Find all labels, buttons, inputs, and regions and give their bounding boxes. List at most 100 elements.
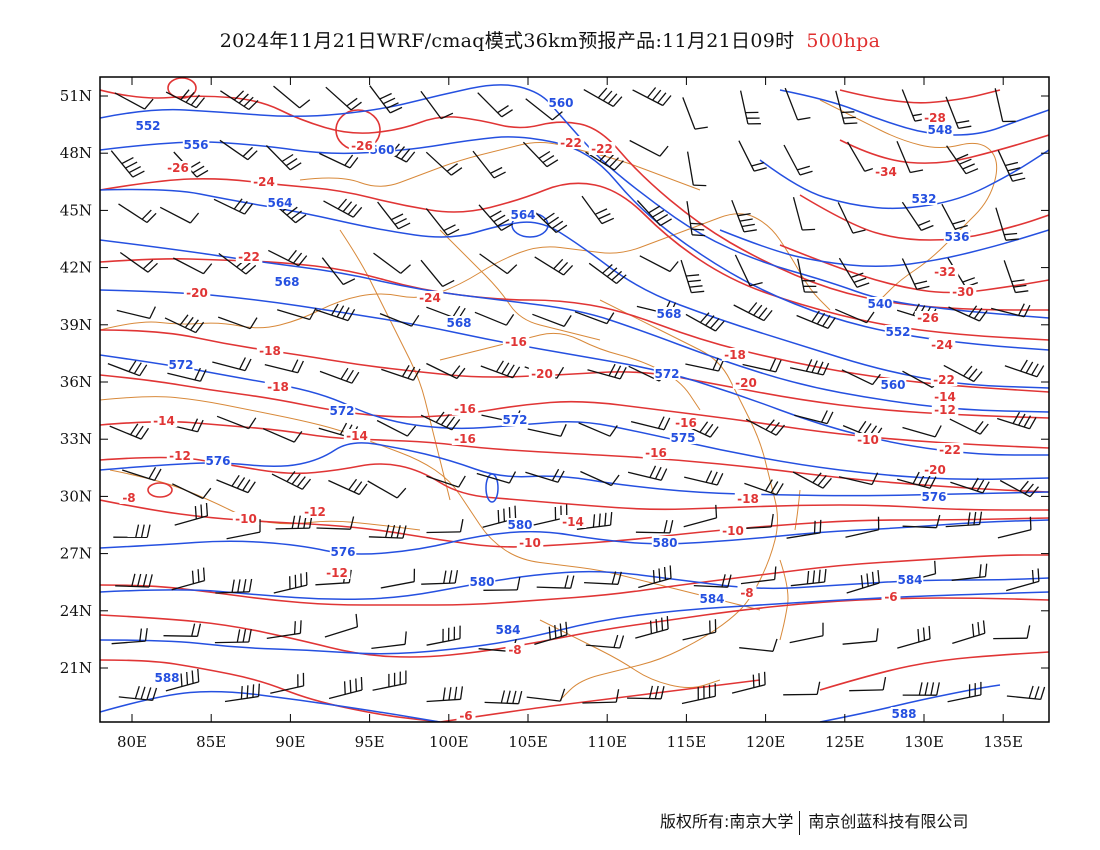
- temperature-contour-label-bg: [559, 515, 587, 528]
- lat-label: 48N: [60, 144, 92, 162]
- temperature-contour-label-bg: [721, 348, 749, 361]
- temperature-contour-label-bg: [854, 433, 882, 446]
- temperature-contour-label-bg: [301, 505, 329, 518]
- wind-barb: [376, 419, 417, 437]
- wind-barb: [262, 428, 303, 443]
- lat-label: 33N: [60, 430, 92, 448]
- height-contour-label: 575: [670, 431, 695, 445]
- wind-barb: [216, 415, 257, 430]
- wind-barb: [943, 364, 983, 383]
- wind-barb: [474, 311, 515, 326]
- wind-barb: [949, 418, 989, 435]
- wind-barb: [273, 572, 308, 594]
- temperature-contour-label-bg: [235, 250, 263, 263]
- height-contour-label: 588: [891, 707, 916, 721]
- height-contour-line: [779, 89, 1049, 136]
- wind-barb: [995, 207, 1019, 241]
- temperature-contour-label: -12: [326, 566, 348, 580]
- wind-barb: [212, 357, 252, 372]
- wind-barb: [684, 470, 724, 486]
- wind-barb: [163, 623, 202, 637]
- wind-barb: [587, 363, 627, 380]
- temperature-contour-label: -20: [186, 286, 208, 300]
- wind-barb: [325, 86, 362, 111]
- temperature-contour-label: -18: [737, 492, 759, 506]
- wind-barb: [742, 358, 782, 373]
- wind-barb: [426, 686, 464, 703]
- wind-barb: [902, 682, 940, 696]
- wind-barb: [946, 145, 979, 175]
- wind-barb: [683, 504, 718, 528]
- temperature-contour-label: -22: [933, 373, 955, 387]
- wind-barb: [835, 308, 875, 324]
- lon-label: 80E: [117, 733, 147, 751]
- height-contour-line: [100, 591, 1049, 655]
- border-line: [100, 396, 761, 611]
- wind-barb: [215, 578, 253, 594]
- height-contour-label: 580: [652, 536, 677, 550]
- wind-barb: [639, 255, 679, 273]
- wind-barb: [116, 306, 156, 320]
- wind-barb: [113, 524, 151, 538]
- border-line: [299, 142, 701, 191]
- wind-barb: [838, 257, 870, 288]
- temperature-contour-label: -16: [454, 432, 476, 446]
- wind-barb: [991, 303, 1031, 318]
- wind-barb: [574, 311, 615, 325]
- height-contour-label: 580: [507, 518, 532, 532]
- wind-barb: [532, 313, 572, 328]
- temperature-contour-label: -22: [591, 142, 613, 156]
- title-text: 2024年11月21日WRF/cmaq模式36km预报产品:11月21日09时: [219, 30, 795, 52]
- wind-barb: [580, 470, 620, 487]
- height-contour-label: 584: [495, 623, 520, 637]
- temperature-contour-label: -14: [562, 515, 584, 529]
- temperature-contour-label-bg: [516, 536, 544, 549]
- wind-barb: [368, 524, 407, 539]
- height-contour-label-bg: [698, 592, 726, 605]
- temperature-contour-label: -20: [531, 367, 553, 381]
- wind-barb: [315, 303, 356, 322]
- wind-barb: [682, 97, 708, 130]
- height-contour-line: [100, 136, 1049, 351]
- wind-barb: [426, 518, 464, 534]
- temperature-contour-label: -20: [735, 376, 757, 390]
- wind-barb: [426, 362, 466, 380]
- wind-barb: [947, 681, 982, 703]
- wind-barb: [217, 316, 258, 330]
- height-contour-label: 568: [274, 275, 299, 289]
- wind-barb: [635, 616, 669, 639]
- wind-barb: [165, 668, 200, 692]
- height-contour-label-bg: [153, 671, 181, 684]
- temperature-contour-label-bg: [931, 265, 959, 278]
- wind-barb: [426, 625, 461, 646]
- wind-barb: [789, 359, 830, 376]
- temperature-contour-label: -8: [508, 643, 521, 657]
- wind-barb: [420, 411, 461, 431]
- temperature-contour-label-bg: [502, 335, 530, 348]
- height-contour-label-bg: [506, 518, 534, 531]
- height-contour-label: 564: [267, 196, 292, 210]
- temperature-contour-label-bg: [931, 403, 959, 416]
- wind-barb: [224, 683, 260, 703]
- temperature-contour-line: [779, 244, 1049, 294]
- temperature-contour-label-bg: [642, 446, 670, 459]
- wind-barb: [531, 208, 568, 234]
- lon-label: 125E: [825, 733, 865, 751]
- wind-barb: [324, 613, 359, 638]
- footer-separator: [799, 810, 801, 835]
- temperature-contour-line: [839, 134, 1049, 164]
- wind-barb: [999, 479, 1039, 498]
- wind-barb: [421, 570, 459, 585]
- pressure-level: 500hpa: [806, 30, 881, 52]
- wind-barb: [525, 468, 565, 483]
- height-contour-label: 552: [885, 325, 910, 339]
- wind-barb: [264, 359, 304, 374]
- wind-barb: [734, 254, 763, 287]
- height-contour-line: [100, 570, 1049, 601]
- temperature-contour-label: -8: [122, 491, 135, 505]
- wind-barb: [790, 569, 827, 587]
- temperature-contour-label-bg: [505, 643, 525, 656]
- temperature-contour-label: -22: [939, 443, 961, 457]
- wind-barb: [792, 471, 832, 489]
- latitude-axis: 51N 48N 45N 42N 39N 36N 33N 30N 27N 24N 21N: [60, 87, 1049, 677]
